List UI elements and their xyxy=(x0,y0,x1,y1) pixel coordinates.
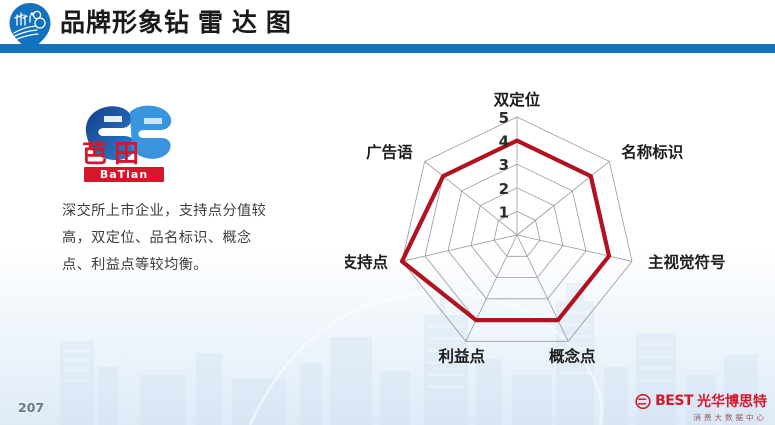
radar-spoke xyxy=(465,234,518,342)
radar-tick-label: 5 xyxy=(499,109,509,127)
brand-image-radar-chart: 1 2 3 4 5 双定位名称标识主视觉符号概念点 利益点 支持点 广告语 xyxy=(345,78,765,378)
radar-tick-label: 4 xyxy=(499,133,509,151)
radar-axis-label-2: 主视觉符号 xyxy=(648,252,726,271)
radar-spoke xyxy=(516,234,633,262)
radar-axis-label-6: 广告语 xyxy=(366,142,413,161)
radar-tick-label: 1 xyxy=(499,203,509,221)
page-number: 207 xyxy=(18,400,45,415)
radar-axis-label-3: 概念点 xyxy=(549,346,596,365)
radar-axis-label-4: 利益点 xyxy=(439,346,486,365)
slide-header: 品牌形象钻 雷 达 图 xyxy=(0,0,775,56)
location-pin-agriculture-icon xyxy=(9,3,51,51)
radar-spokes xyxy=(401,117,633,342)
radar-spoke xyxy=(401,234,518,262)
page-title: 品牌形象钻 雷 达 图 xyxy=(60,9,292,37)
radar-ring xyxy=(447,163,587,300)
radar-spoke xyxy=(516,161,610,236)
corp-mark: BEST xyxy=(655,393,693,409)
corp-subtitle: 消费大数据中心 xyxy=(693,413,767,422)
brand-description-line: 深交所上市企业，支持点分值较 xyxy=(62,203,267,219)
radar-tick-labels: 1 2 3 4 5 xyxy=(499,109,509,221)
radar-spoke xyxy=(516,234,569,342)
radar-spoke xyxy=(424,161,518,236)
header-rule xyxy=(0,44,775,53)
corp-name: 光华博思特 xyxy=(697,394,767,410)
radar-tick-label: 2 xyxy=(499,180,509,198)
radar-series-batian xyxy=(399,138,612,323)
radar-tick-label: 3 xyxy=(499,156,509,174)
brand-name-cn: 芭田 xyxy=(82,139,147,168)
radar-ring xyxy=(401,116,633,342)
corporate-logo: BEST 光华博思特 消费大数据中心 xyxy=(635,393,767,422)
brand-description-line: 点、利益点等较均衡。 xyxy=(62,257,208,273)
batian-mark-icon xyxy=(85,105,172,161)
brand-description-line: 高，双定位、品名标识、概念 xyxy=(62,230,252,246)
radar-axis-label-5: 支持点 xyxy=(345,252,388,271)
radar-axis-label-0: 双定位 xyxy=(494,90,541,109)
radar-ring xyxy=(470,187,564,278)
radar-axis-label-1: 名称标识 xyxy=(621,142,683,161)
brand-name-en: BaTian xyxy=(84,167,164,182)
brand-description: 深交所上市企业，支持点分值较 高，双定位、品名标识、概念 点、利益点等较均衡。 xyxy=(62,198,294,279)
radar-ring xyxy=(493,210,541,257)
best-emblem-icon xyxy=(635,393,651,409)
